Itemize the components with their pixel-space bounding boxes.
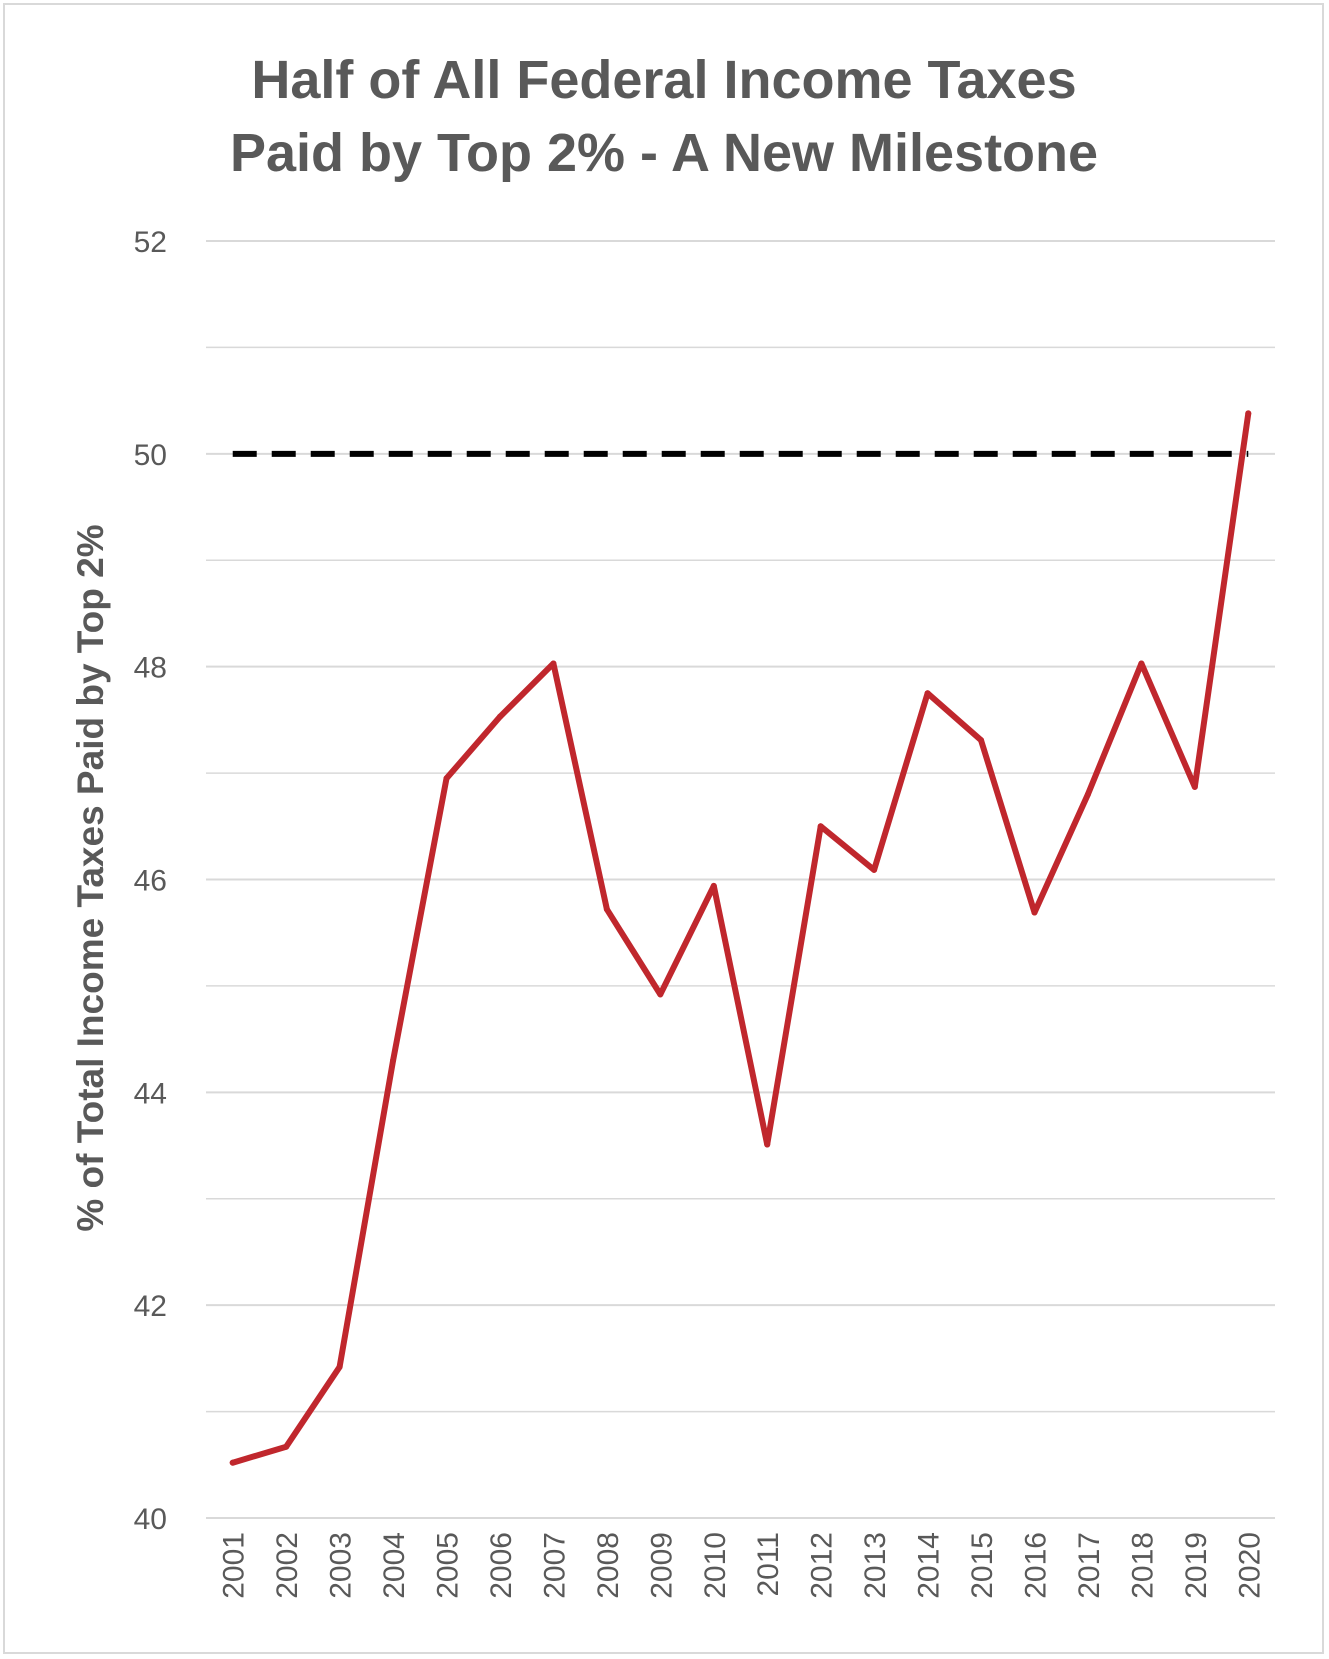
x-tick-label: 2006 <box>485 1532 518 1599</box>
series-line <box>229 410 1252 1466</box>
x-tick-label: 2003 <box>325 1532 358 1599</box>
data-point <box>1031 909 1038 916</box>
x-axis-ticks: 2001 2002 2003 2004 2005 2006 2007 2008 2009 2010… <box>218 1532 1267 1599</box>
gridlines <box>206 240 1275 1519</box>
x-tick-label: 2009 <box>645 1532 678 1599</box>
y-tick-label: 52 <box>134 226 167 259</box>
y-axis-ticks: 40 42 44 46 48 50 52 <box>134 226 167 1536</box>
data-point <box>871 866 878 873</box>
x-tick-label: 2020 <box>1233 1532 1266 1599</box>
data-point <box>710 882 717 889</box>
data-point <box>978 737 985 744</box>
x-tick-label: 2015 <box>966 1532 999 1599</box>
y-tick-label: 44 <box>134 1077 167 1110</box>
x-tick-label: 2005 <box>432 1532 465 1599</box>
data-point <box>817 823 824 830</box>
data-point <box>1191 783 1198 790</box>
y-tick-label: 48 <box>134 652 167 685</box>
data-point <box>1245 410 1252 417</box>
data-point <box>496 713 503 720</box>
chart-title-line-1: Half of All Federal Income Taxes <box>251 50 1076 110</box>
y-axis-label: % of Total Income Taxes Paid by Top 2% <box>70 524 111 1231</box>
x-tick-label: 2011 <box>752 1532 785 1597</box>
y-tick-label: 42 <box>134 1290 167 1323</box>
chart-title-line-2: Paid by Top 2% - A New Milestone <box>230 123 1098 183</box>
x-tick-label: 2004 <box>378 1532 411 1599</box>
x-tick-label: 2002 <box>271 1532 304 1599</box>
y-tick-label: 46 <box>134 865 167 898</box>
x-tick-label: 2014 <box>913 1532 946 1599</box>
data-point <box>336 1363 343 1370</box>
data-point <box>764 1141 771 1148</box>
data-point <box>1084 791 1091 798</box>
x-tick-label: 2019 <box>1180 1532 1213 1599</box>
x-tick-label: 2016 <box>1019 1532 1052 1599</box>
data-point <box>603 906 610 913</box>
chart-frame <box>3 3 1324 1654</box>
x-tick-label: 2012 <box>806 1532 839 1599</box>
data-point <box>924 690 931 697</box>
data-point <box>390 1057 397 1064</box>
data-point <box>229 1459 236 1466</box>
x-tick-label: 2001 <box>218 1532 251 1599</box>
x-tick-label: 2010 <box>699 1532 732 1599</box>
data-point <box>550 660 557 667</box>
data-point <box>443 775 450 782</box>
data-point <box>1138 660 1145 667</box>
x-tick-label: 2007 <box>538 1532 571 1599</box>
x-tick-label: 2008 <box>592 1532 625 1599</box>
y-tick-label: 50 <box>134 439 167 472</box>
x-tick-label: 2018 <box>1126 1532 1159 1599</box>
data-point <box>283 1443 290 1450</box>
series-group <box>229 410 1252 1466</box>
x-tick-label: 2017 <box>1073 1532 1106 1599</box>
y-tick-label: 40 <box>134 1503 167 1536</box>
data-point <box>657 991 664 998</box>
x-tick-label: 2013 <box>859 1532 892 1599</box>
